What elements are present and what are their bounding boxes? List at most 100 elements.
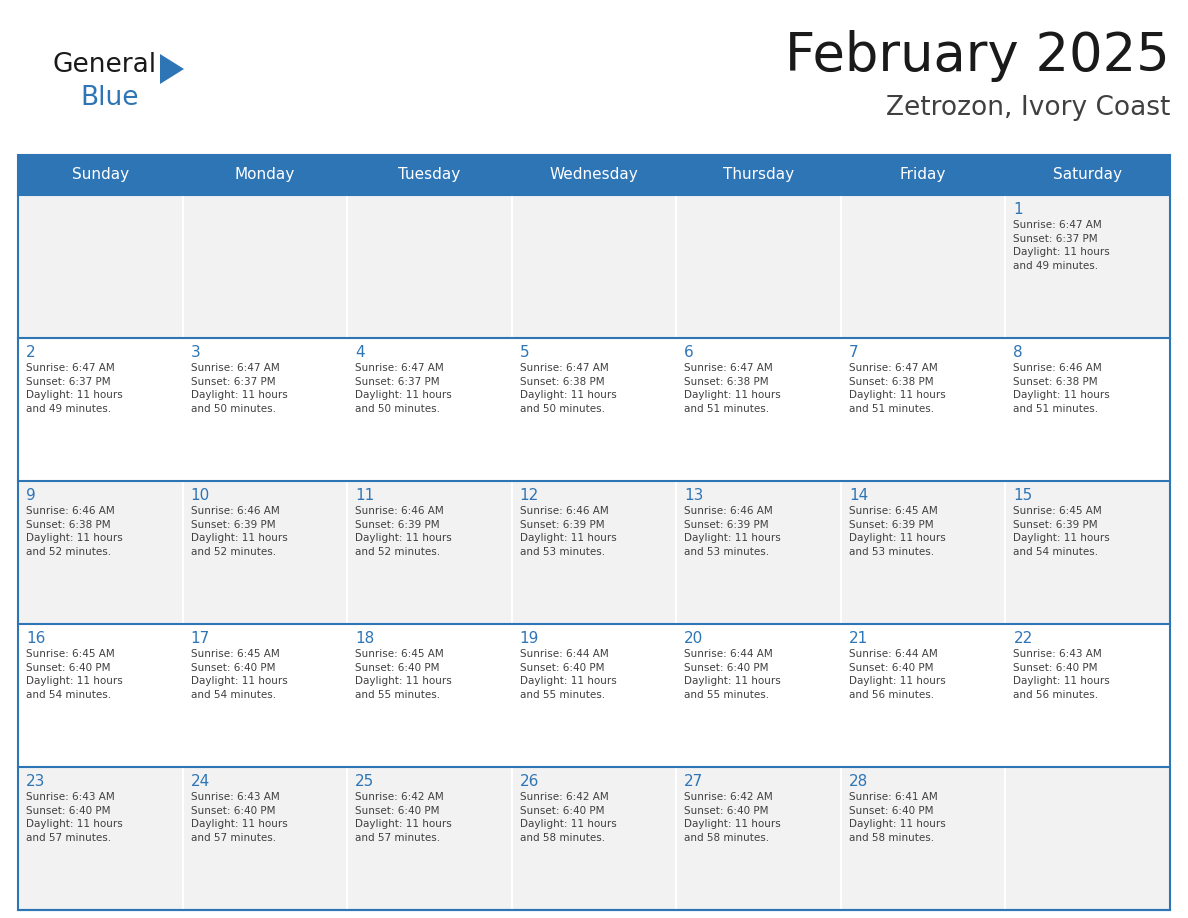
Text: Sunrise: 6:45 AM
Sunset: 6:39 PM
Daylight: 11 hours
and 53 minutes.: Sunrise: 6:45 AM Sunset: 6:39 PM Dayligh…	[849, 506, 946, 557]
Text: Sunrise: 6:47 AM
Sunset: 6:38 PM
Daylight: 11 hours
and 51 minutes.: Sunrise: 6:47 AM Sunset: 6:38 PM Dayligh…	[849, 363, 946, 414]
Text: Sunrise: 6:47 AM
Sunset: 6:37 PM
Daylight: 11 hours
and 50 minutes.: Sunrise: 6:47 AM Sunset: 6:37 PM Dayligh…	[355, 363, 451, 414]
Text: 14: 14	[849, 488, 868, 503]
Text: 10: 10	[190, 488, 210, 503]
Text: 13: 13	[684, 488, 703, 503]
Text: Sunrise: 6:45 AM
Sunset: 6:40 PM
Daylight: 11 hours
and 54 minutes.: Sunrise: 6:45 AM Sunset: 6:40 PM Dayligh…	[190, 649, 287, 700]
Text: 22: 22	[1013, 631, 1032, 646]
Polygon shape	[160, 54, 184, 84]
Text: Saturday: Saturday	[1054, 167, 1123, 183]
Bar	[676, 767, 841, 910]
Text: Sunrise: 6:42 AM
Sunset: 6:40 PM
Daylight: 11 hours
and 58 minutes.: Sunrise: 6:42 AM Sunset: 6:40 PM Dayligh…	[684, 792, 781, 843]
Text: Sunrise: 6:46 AM
Sunset: 6:38 PM
Daylight: 11 hours
and 52 minutes.: Sunrise: 6:46 AM Sunset: 6:38 PM Dayligh…	[26, 506, 122, 557]
Text: Sunrise: 6:46 AM
Sunset: 6:38 PM
Daylight: 11 hours
and 51 minutes.: Sunrise: 6:46 AM Sunset: 6:38 PM Dayligh…	[1013, 363, 1110, 414]
Bar	[347, 195, 512, 338]
Bar	[18, 338, 183, 481]
Text: 6: 6	[684, 345, 694, 360]
Text: Sunrise: 6:47 AM
Sunset: 6:37 PM
Daylight: 11 hours
and 49 minutes.: Sunrise: 6:47 AM Sunset: 6:37 PM Dayligh…	[1013, 220, 1110, 271]
Bar	[1005, 481, 1170, 624]
Text: Sunrise: 6:47 AM
Sunset: 6:37 PM
Daylight: 11 hours
and 50 minutes.: Sunrise: 6:47 AM Sunset: 6:37 PM Dayligh…	[190, 363, 287, 414]
Bar	[183, 195, 347, 338]
Bar	[18, 155, 1170, 195]
Bar	[1005, 195, 1170, 338]
Text: Sunrise: 6:41 AM
Sunset: 6:40 PM
Daylight: 11 hours
and 58 minutes.: Sunrise: 6:41 AM Sunset: 6:40 PM Dayligh…	[849, 792, 946, 843]
Bar	[512, 195, 676, 338]
Text: Sunrise: 6:45 AM
Sunset: 6:40 PM
Daylight: 11 hours
and 54 minutes.: Sunrise: 6:45 AM Sunset: 6:40 PM Dayligh…	[26, 649, 122, 700]
Text: Sunrise: 6:45 AM
Sunset: 6:39 PM
Daylight: 11 hours
and 54 minutes.: Sunrise: 6:45 AM Sunset: 6:39 PM Dayligh…	[1013, 506, 1110, 557]
Text: 7: 7	[849, 345, 859, 360]
Text: 12: 12	[519, 488, 539, 503]
Text: 9: 9	[26, 488, 36, 503]
Text: 19: 19	[519, 631, 539, 646]
Text: Sunrise: 6:43 AM
Sunset: 6:40 PM
Daylight: 11 hours
and 56 minutes.: Sunrise: 6:43 AM Sunset: 6:40 PM Dayligh…	[1013, 649, 1110, 700]
Bar	[841, 481, 1005, 624]
Bar	[183, 338, 347, 481]
Bar	[841, 195, 1005, 338]
Bar	[1005, 767, 1170, 910]
Text: 20: 20	[684, 631, 703, 646]
Text: 23: 23	[26, 774, 45, 789]
Text: Friday: Friday	[901, 167, 947, 183]
Bar	[841, 338, 1005, 481]
Text: Sunrise: 6:47 AM
Sunset: 6:38 PM
Daylight: 11 hours
and 50 minutes.: Sunrise: 6:47 AM Sunset: 6:38 PM Dayligh…	[519, 363, 617, 414]
Text: Sunrise: 6:42 AM
Sunset: 6:40 PM
Daylight: 11 hours
and 58 minutes.: Sunrise: 6:42 AM Sunset: 6:40 PM Dayligh…	[519, 792, 617, 843]
Bar	[1005, 338, 1170, 481]
Bar	[183, 481, 347, 624]
Text: Thursday: Thursday	[723, 167, 794, 183]
Bar	[676, 195, 841, 338]
Text: 25: 25	[355, 774, 374, 789]
Text: Sunrise: 6:42 AM
Sunset: 6:40 PM
Daylight: 11 hours
and 57 minutes.: Sunrise: 6:42 AM Sunset: 6:40 PM Dayligh…	[355, 792, 451, 843]
Text: Sunrise: 6:46 AM
Sunset: 6:39 PM
Daylight: 11 hours
and 53 minutes.: Sunrise: 6:46 AM Sunset: 6:39 PM Dayligh…	[519, 506, 617, 557]
Text: February 2025: February 2025	[785, 30, 1170, 82]
Text: 1: 1	[1013, 202, 1023, 217]
Text: Sunrise: 6:44 AM
Sunset: 6:40 PM
Daylight: 11 hours
and 56 minutes.: Sunrise: 6:44 AM Sunset: 6:40 PM Dayligh…	[849, 649, 946, 700]
Bar	[347, 338, 512, 481]
Text: 21: 21	[849, 631, 868, 646]
Text: 4: 4	[355, 345, 365, 360]
Bar	[512, 338, 676, 481]
Text: Sunrise: 6:44 AM
Sunset: 6:40 PM
Daylight: 11 hours
and 55 minutes.: Sunrise: 6:44 AM Sunset: 6:40 PM Dayligh…	[519, 649, 617, 700]
Text: Sunrise: 6:43 AM
Sunset: 6:40 PM
Daylight: 11 hours
and 57 minutes.: Sunrise: 6:43 AM Sunset: 6:40 PM Dayligh…	[190, 792, 287, 843]
Text: Sunrise: 6:45 AM
Sunset: 6:40 PM
Daylight: 11 hours
and 55 minutes.: Sunrise: 6:45 AM Sunset: 6:40 PM Dayligh…	[355, 649, 451, 700]
Bar	[18, 481, 183, 624]
Text: 3: 3	[190, 345, 201, 360]
Bar	[18, 767, 183, 910]
Bar	[676, 624, 841, 767]
Text: Sunrise: 6:46 AM
Sunset: 6:39 PM
Daylight: 11 hours
and 53 minutes.: Sunrise: 6:46 AM Sunset: 6:39 PM Dayligh…	[684, 506, 781, 557]
Text: Sunday: Sunday	[71, 167, 128, 183]
Bar	[676, 481, 841, 624]
Bar	[841, 767, 1005, 910]
Text: 15: 15	[1013, 488, 1032, 503]
Text: Blue: Blue	[80, 85, 139, 111]
Bar	[183, 767, 347, 910]
Text: 26: 26	[519, 774, 539, 789]
Text: Tuesday: Tuesday	[398, 167, 461, 183]
Text: 11: 11	[355, 488, 374, 503]
Text: Sunrise: 6:46 AM
Sunset: 6:39 PM
Daylight: 11 hours
and 52 minutes.: Sunrise: 6:46 AM Sunset: 6:39 PM Dayligh…	[190, 506, 287, 557]
Text: Sunrise: 6:44 AM
Sunset: 6:40 PM
Daylight: 11 hours
and 55 minutes.: Sunrise: 6:44 AM Sunset: 6:40 PM Dayligh…	[684, 649, 781, 700]
Text: Sunrise: 6:46 AM
Sunset: 6:39 PM
Daylight: 11 hours
and 52 minutes.: Sunrise: 6:46 AM Sunset: 6:39 PM Dayligh…	[355, 506, 451, 557]
Text: 28: 28	[849, 774, 868, 789]
Text: Sunrise: 6:47 AM
Sunset: 6:38 PM
Daylight: 11 hours
and 51 minutes.: Sunrise: 6:47 AM Sunset: 6:38 PM Dayligh…	[684, 363, 781, 414]
Text: Zetrozon, Ivory Coast: Zetrozon, Ivory Coast	[885, 95, 1170, 121]
Text: 5: 5	[519, 345, 530, 360]
Text: 18: 18	[355, 631, 374, 646]
Text: 16: 16	[26, 631, 45, 646]
Bar	[841, 624, 1005, 767]
Text: Sunrise: 6:47 AM
Sunset: 6:37 PM
Daylight: 11 hours
and 49 minutes.: Sunrise: 6:47 AM Sunset: 6:37 PM Dayligh…	[26, 363, 122, 414]
Bar	[512, 624, 676, 767]
Text: General: General	[52, 52, 156, 78]
Bar	[512, 767, 676, 910]
Text: 24: 24	[190, 774, 210, 789]
Text: Sunrise: 6:43 AM
Sunset: 6:40 PM
Daylight: 11 hours
and 57 minutes.: Sunrise: 6:43 AM Sunset: 6:40 PM Dayligh…	[26, 792, 122, 843]
Bar	[18, 624, 183, 767]
Bar	[676, 338, 841, 481]
Bar	[18, 155, 1170, 910]
Bar	[18, 195, 183, 338]
Bar	[1005, 624, 1170, 767]
Bar	[512, 481, 676, 624]
Bar	[183, 624, 347, 767]
Text: 8: 8	[1013, 345, 1023, 360]
Text: 27: 27	[684, 774, 703, 789]
Text: Wednesday: Wednesday	[550, 167, 638, 183]
Text: 2: 2	[26, 345, 36, 360]
